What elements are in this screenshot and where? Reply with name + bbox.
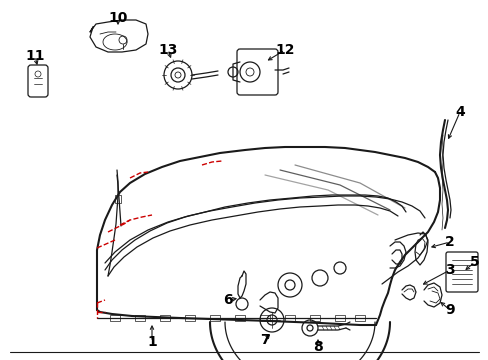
- Text: 1: 1: [147, 335, 157, 349]
- Bar: [110, 315, 120, 321]
- Bar: [235, 315, 244, 321]
- Bar: [309, 315, 319, 321]
- Text: 10: 10: [108, 11, 127, 25]
- Text: 7: 7: [260, 333, 269, 347]
- Bar: [184, 315, 195, 321]
- Bar: [209, 315, 220, 321]
- Text: 2: 2: [444, 235, 454, 249]
- Bar: [115, 195, 121, 203]
- Bar: [285, 315, 294, 321]
- Text: 5: 5: [469, 255, 479, 269]
- Bar: [260, 315, 269, 321]
- Text: 6: 6: [223, 293, 232, 307]
- Bar: [135, 315, 145, 321]
- Text: 8: 8: [312, 340, 322, 354]
- Bar: [334, 315, 345, 321]
- Text: 11: 11: [25, 49, 45, 63]
- Text: 4: 4: [454, 105, 464, 119]
- Text: 13: 13: [158, 43, 177, 57]
- Text: 3: 3: [444, 263, 454, 277]
- Bar: [160, 315, 170, 321]
- Text: 12: 12: [275, 43, 294, 57]
- Text: 9: 9: [444, 303, 454, 317]
- Bar: [354, 315, 364, 321]
